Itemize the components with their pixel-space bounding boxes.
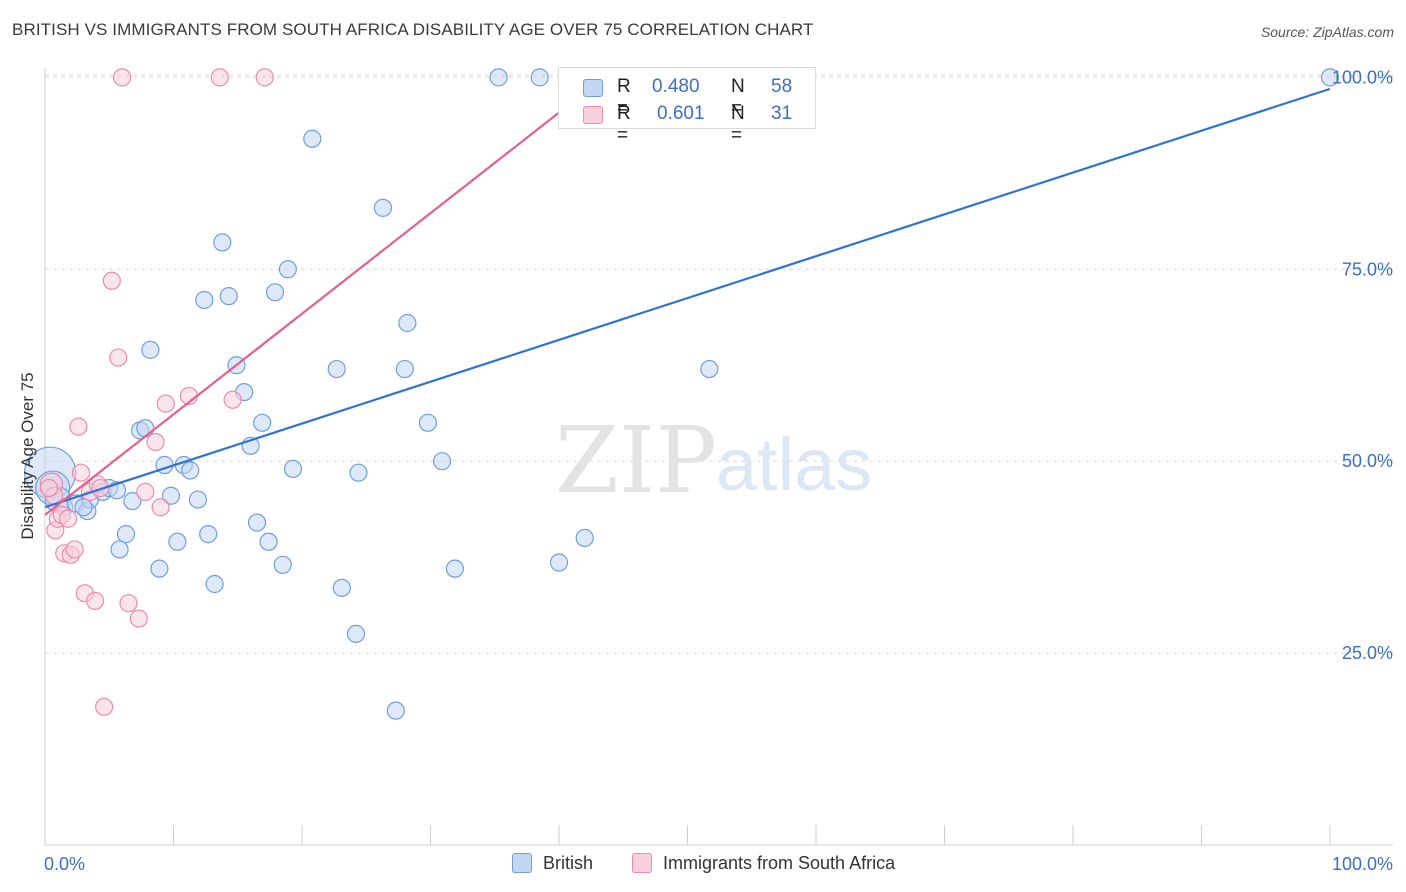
british-point bbox=[188, 490, 208, 509]
watermark-zip: ZIP bbox=[555, 407, 717, 514]
immigrants-point bbox=[112, 68, 132, 87]
british-point bbox=[161, 486, 181, 505]
immigrants-point bbox=[102, 271, 121, 290]
british-point bbox=[489, 68, 508, 87]
british-point bbox=[432, 452, 452, 471]
british-point bbox=[259, 532, 278, 551]
british-point bbox=[575, 528, 594, 548]
immigrants-point bbox=[109, 348, 128, 367]
chart-title: BRITISH VS IMMIGRANTS FROM SOUTH AFRICA … bbox=[12, 20, 814, 39]
immigrants-point bbox=[151, 498, 170, 517]
immigrants-n-label: N = bbox=[731, 103, 745, 146]
immigrants-points bbox=[39, 68, 274, 716]
british-point bbox=[110, 540, 129, 559]
british-n-value: 58 bbox=[771, 76, 793, 97]
british-point bbox=[116, 525, 136, 544]
correlation-legend: R = 0.480 N = 58 R = 0.601 N = 31 bbox=[558, 67, 816, 146]
immigrants-point bbox=[39, 478, 58, 498]
immigrants-r-label: R = bbox=[617, 103, 631, 146]
y-axis-label: Disability Age Over 75 bbox=[18, 372, 37, 539]
british-point bbox=[398, 313, 417, 333]
immigrants-point bbox=[119, 594, 138, 613]
immigrants-n-value: 31 bbox=[771, 103, 793, 124]
immigrants-point bbox=[136, 482, 155, 501]
british-r-value: 0.480 bbox=[652, 76, 700, 97]
british-legend-label: British bbox=[543, 853, 594, 873]
british-point bbox=[373, 198, 393, 217]
british-point bbox=[273, 555, 292, 574]
british-points bbox=[24, 68, 1340, 720]
british-point bbox=[123, 491, 142, 511]
british-point bbox=[549, 553, 569, 572]
british-point bbox=[219, 287, 238, 306]
british-point bbox=[1320, 68, 1340, 87]
immigrants-point bbox=[69, 417, 88, 436]
source-label: Source: ZipAtlas.com bbox=[1260, 24, 1394, 40]
british-point bbox=[386, 701, 405, 720]
british-point bbox=[278, 260, 297, 279]
immigrants-point bbox=[156, 394, 175, 413]
immigrants-r-value: 0.601 bbox=[657, 103, 705, 124]
british-point bbox=[150, 559, 169, 578]
british-point bbox=[445, 559, 465, 578]
british-point bbox=[700, 359, 719, 379]
british-swatch bbox=[583, 79, 603, 97]
trend-lines bbox=[44, 76, 1331, 516]
british-point bbox=[265, 283, 285, 302]
british-r-label: R = bbox=[617, 76, 631, 119]
immigrants-legend-label: Immigrants from South Africa bbox=[663, 853, 896, 873]
british-point bbox=[349, 463, 368, 482]
british-trend-line bbox=[44, 87, 1331, 509]
immigrants-legend-swatch bbox=[632, 853, 652, 873]
british-point bbox=[346, 624, 366, 643]
watermark-atlas: atlas bbox=[716, 423, 872, 506]
immigrants-point bbox=[210, 68, 229, 87]
immigrants-point bbox=[95, 697, 114, 716]
grid-lines bbox=[45, 74, 1393, 654]
immigrants-point bbox=[65, 540, 84, 559]
british-n-label: N = bbox=[731, 76, 745, 119]
british-point bbox=[283, 459, 303, 478]
british-point bbox=[205, 574, 224, 594]
british-point bbox=[168, 532, 187, 551]
x-tick-label-1: 100.0% bbox=[1332, 854, 1393, 874]
british-point bbox=[74, 498, 93, 517]
british-point bbox=[199, 525, 218, 544]
immigrants-point bbox=[255, 68, 274, 87]
immigrants-point bbox=[129, 609, 148, 628]
british-point bbox=[195, 290, 214, 310]
immigrants-point bbox=[71, 463, 91, 482]
immigrants-point bbox=[146, 432, 165, 452]
immigrants-point bbox=[223, 390, 242, 409]
y-tick-label-1: 50.0% bbox=[1342, 451, 1393, 471]
y-tick-label-0: 25.0% bbox=[1342, 643, 1393, 663]
y-tick-label-2: 75.0% bbox=[1342, 259, 1393, 279]
british-point bbox=[395, 359, 414, 379]
immigrants-point bbox=[59, 509, 78, 528]
tick-labels: 25.0% 50.0% 75.0% 100.0% 0.0% 100.0% bbox=[44, 67, 1393, 874]
y-tick-label-3: 100.0% bbox=[1332, 67, 1393, 87]
immigrants-point bbox=[91, 478, 110, 498]
british-point bbox=[327, 359, 346, 379]
x-tick-label-0: 0.0% bbox=[44, 854, 85, 874]
british-point bbox=[530, 68, 549, 87]
british-point bbox=[213, 233, 232, 252]
british-point bbox=[247, 513, 267, 532]
british-point bbox=[303, 129, 322, 148]
british-point bbox=[141, 340, 160, 359]
immigrants-trend-line bbox=[44, 76, 605, 516]
british-point bbox=[253, 413, 272, 432]
british-point bbox=[332, 578, 351, 597]
immigrants-swatch bbox=[583, 106, 603, 124]
british-point bbox=[418, 413, 438, 432]
immigrants-point bbox=[86, 591, 105, 610]
watermark: ZIP atlas bbox=[555, 407, 872, 514]
british-point bbox=[181, 461, 200, 480]
british-legend-swatch bbox=[512, 853, 532, 873]
